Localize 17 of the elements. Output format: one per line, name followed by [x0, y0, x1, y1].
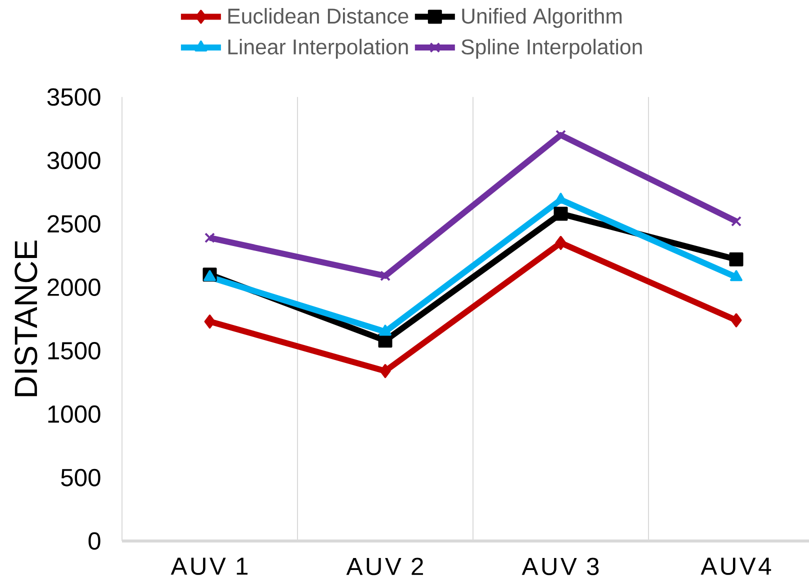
y-tick-label: 3000 — [47, 152, 100, 170]
x-tick-label: AUV 2 — [346, 558, 423, 576]
legend-label: Spline Interpolation — [462, 38, 642, 59]
y-tick-label: 2500 — [48, 215, 100, 233]
x-tick-label: AUV 3 — [522, 558, 599, 576]
y-tick-label: 1500 — [48, 342, 100, 360]
x-tick-label: AUV 1 — [170, 558, 248, 575]
legend-label: Unified Algorithm — [462, 8, 622, 28]
y-axis-title: DISTANCE — [14, 240, 38, 396]
x-tick-label: AUV4 — [700, 558, 772, 575]
legend-label: Euclidean Distance — [228, 8, 408, 24]
legend-label: Linear Interpolation — [228, 38, 408, 59]
y-tick-label: 1000 — [48, 405, 100, 423]
y-tick-label: 3500 — [47, 88, 100, 106]
y-tick-label: 2000 — [48, 278, 100, 296]
y-tick-label: 500 — [61, 468, 100, 486]
y-tick-label: 0 — [88, 532, 100, 550]
